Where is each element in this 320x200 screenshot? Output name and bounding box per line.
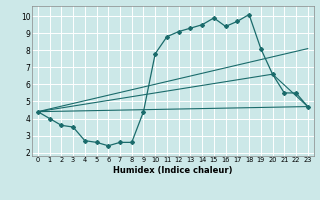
X-axis label: Humidex (Indice chaleur): Humidex (Indice chaleur) — [113, 166, 233, 175]
